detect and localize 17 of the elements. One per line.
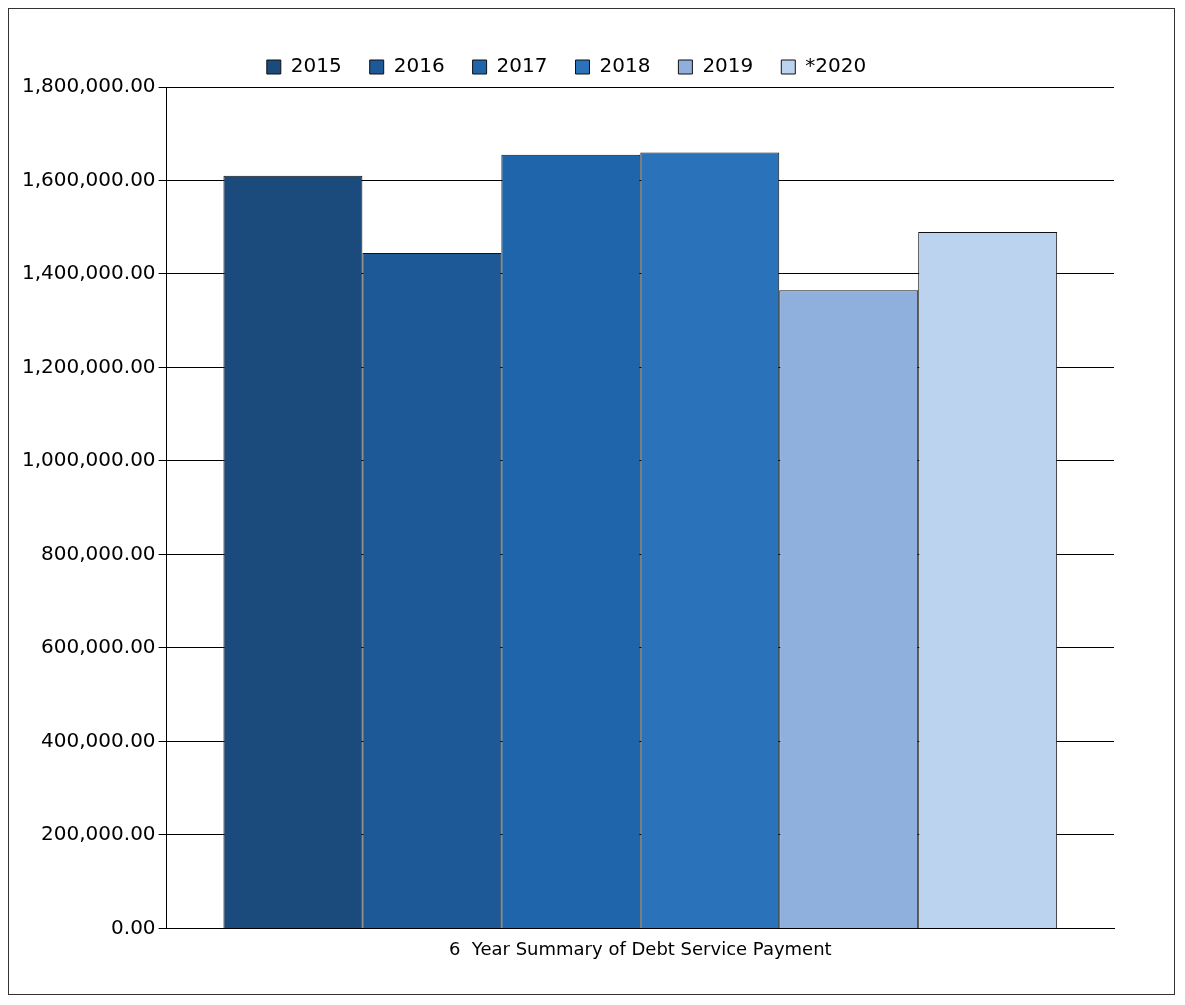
legend-label: 2018 bbox=[599, 53, 651, 78]
legend-label: 2017 bbox=[496, 53, 548, 78]
y-tick-label: 1,400,000.00 bbox=[22, 260, 156, 285]
legend-label: 2015 bbox=[290, 53, 342, 78]
legend-label: 2016 bbox=[393, 53, 445, 78]
y-tick-label: 1,800,000.00 bbox=[22, 73, 156, 98]
y-tick-label: 0.00 bbox=[111, 914, 156, 939]
y-tick-label: 200,000.00 bbox=[41, 821, 156, 846]
y-tick-label: 1,200,000.00 bbox=[22, 353, 156, 378]
y-tick-label: 800,000.00 bbox=[41, 540, 156, 565]
x-tick-label: 6 Year Summary of Debt Service Payment bbox=[448, 937, 832, 959]
legend-label: 2019 bbox=[702, 53, 754, 78]
y-tick-label: 1,600,000.00 bbox=[22, 166, 156, 191]
y-tick-label: 400,000.00 bbox=[41, 727, 156, 752]
legend-label: *2020 bbox=[805, 53, 867, 78]
y-tick-label: 1,000,000.00 bbox=[22, 447, 156, 472]
y-tick-label: 600,000.00 bbox=[41, 634, 156, 659]
